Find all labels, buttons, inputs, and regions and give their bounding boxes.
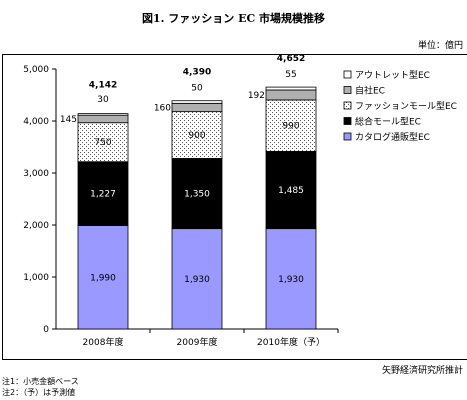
x-tick-label: 2009年度 [177, 336, 218, 348]
legend-swatch [343, 86, 352, 94]
data-label: 1,350 [184, 190, 210, 200]
data-label: 1,930 [278, 275, 304, 285]
bar-segment [171, 158, 223, 230]
bar-segment [77, 225, 129, 330]
bar-segment [171, 102, 223, 113]
data-label: 50 [191, 83, 203, 93]
bar-segment [77, 161, 129, 226]
data-label: 145 [60, 115, 77, 125]
legend-swatch [343, 132, 352, 141]
x-tick-label: 2008年度 [83, 336, 124, 348]
y-tick-label: 5,000 [23, 65, 49, 75]
legend-label: 総合モール型EC [355, 116, 421, 128]
y-tick-label: 3,000 [23, 169, 49, 179]
bar-segment [265, 151, 317, 230]
data-label: 900 [188, 131, 205, 141]
bar-segment [171, 111, 223, 159]
bar-segment [265, 89, 317, 101]
chart-frame [2, 54, 467, 360]
footnote-2: 注2：（予）は予測値 [2, 388, 76, 397]
bar-segment [265, 86, 317, 91]
data-label: 1,227 [90, 190, 116, 200]
legend-label: カタログ通販型EC [355, 131, 430, 143]
legend-label: 自社EC [355, 85, 385, 97]
data-label: 1,930 [184, 275, 210, 285]
bar-segment [171, 228, 223, 330]
chart-title: 図1. ファッション EC 市場規模推移 [141, 12, 326, 25]
footnotes: 注1：小売金額ベース 注2：（予）は予測値 [2, 376, 79, 398]
x-tick-label: 2010年度（予） [257, 336, 325, 348]
legend-swatch [343, 101, 352, 110]
bar-segment [265, 228, 317, 330]
source-credit: 矢野経済研究所推計 [381, 366, 463, 376]
bar-segment [171, 100, 223, 104]
data-label: 160 [154, 103, 171, 113]
legend-swatch [343, 70, 352, 79]
data-label: 1,990 [90, 273, 116, 283]
data-label: 990 [282, 122, 299, 132]
y-tick-label: 2,000 [23, 221, 49, 231]
bar-segment [265, 99, 317, 152]
data-label: 750 [94, 138, 111, 148]
data-label: 30 [97, 95, 109, 105]
total-label: 4,390 [183, 68, 211, 78]
data-label: 1,485 [278, 186, 304, 196]
legend-label: ファッションモール型EC [355, 101, 457, 112]
y-tick-label: 4,000 [23, 117, 49, 127]
data-label: 55 [285, 70, 296, 80]
unit-label: 単位：億円 [417, 41, 463, 51]
data-label: 192 [248, 91, 265, 101]
bar-segment [77, 122, 129, 163]
total-label: 4,142 [89, 81, 117, 91]
footnote-1: 注1：小売金額ベース [2, 377, 79, 386]
legend-swatch [343, 117, 352, 125]
bar-segment [77, 113, 129, 116]
legend-label: アウトレット型EC [355, 70, 430, 81]
y-tick-label: 1,000 [23, 273, 49, 283]
bar-segment [77, 114, 129, 124]
y-tick-label: 0 [43, 325, 49, 335]
total-label: 4,652 [277, 54, 305, 64]
